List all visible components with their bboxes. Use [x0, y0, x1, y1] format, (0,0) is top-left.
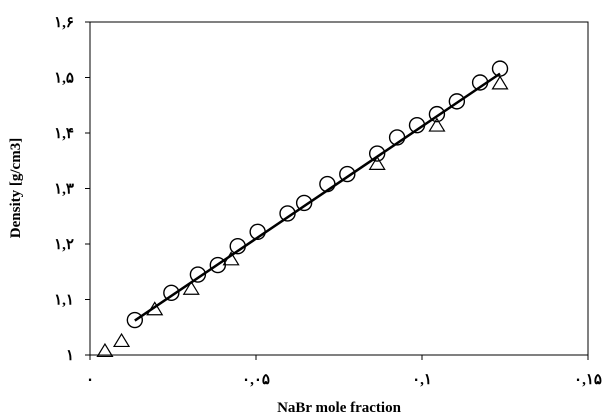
x-tick-label: ۰	[86, 372, 94, 388]
x-tick-label: ۰,۰۵	[242, 372, 270, 388]
triangle-point	[96, 342, 114, 358]
circle-point	[471, 74, 489, 91]
fit-line-series	[134, 72, 501, 322]
triangle-point	[428, 117, 446, 132]
triangle-point	[146, 301, 164, 316]
plot-area	[89, 21, 589, 356]
y-axis: ۱ ۱,۱ ۱,۲ ۱,۳ ۱,۴ ۱,۵ ۱,۶	[54, 15, 90, 364]
y-tick-label: ۱,۲	[54, 237, 74, 253]
triangle-point	[222, 251, 240, 266]
circle-point	[319, 175, 336, 193]
circle-point	[388, 129, 406, 146]
triangle-point	[112, 332, 131, 348]
triangle-series	[96, 75, 509, 358]
y-tick-label: ۱	[66, 348, 74, 364]
y-tick-label: ۱,۳	[54, 182, 74, 198]
circle-series	[126, 60, 509, 329]
x-axis: ۰ ۰,۰۵ ۰,۱ ۰,۱۵	[86, 355, 602, 388]
triangle-point	[182, 280, 200, 295]
triangle-point	[368, 155, 386, 170]
circle-point	[295, 194, 313, 212]
y-tick-label: ۱,۴	[54, 126, 74, 142]
circle-point	[229, 238, 246, 255]
circle-point	[448, 93, 466, 110]
circle-point	[368, 145, 386, 162]
circle-point	[126, 311, 144, 329]
y-axis-title: Density [g/cm3]	[8, 138, 24, 238]
circle-point	[189, 266, 207, 283]
x-tick-label: ۰,۱۵	[574, 372, 602, 388]
y-tick-label: ۱,۱	[54, 293, 74, 309]
circle-point	[408, 117, 426, 134]
circle-point	[428, 105, 446, 123]
circle-point	[163, 284, 180, 302]
y-tick-label: ۱,۵	[54, 71, 74, 87]
triangle-point	[491, 75, 509, 90]
circle-point	[279, 205, 296, 222]
x-tick-label: ۰,۱	[412, 372, 432, 388]
x-axis-title: NaBr mole fraction	[277, 400, 402, 416]
circle-point	[339, 165, 356, 183]
y-tick-label: ۱,۶	[54, 15, 74, 31]
circle-point	[249, 223, 266, 240]
fit-line	[134, 72, 501, 322]
